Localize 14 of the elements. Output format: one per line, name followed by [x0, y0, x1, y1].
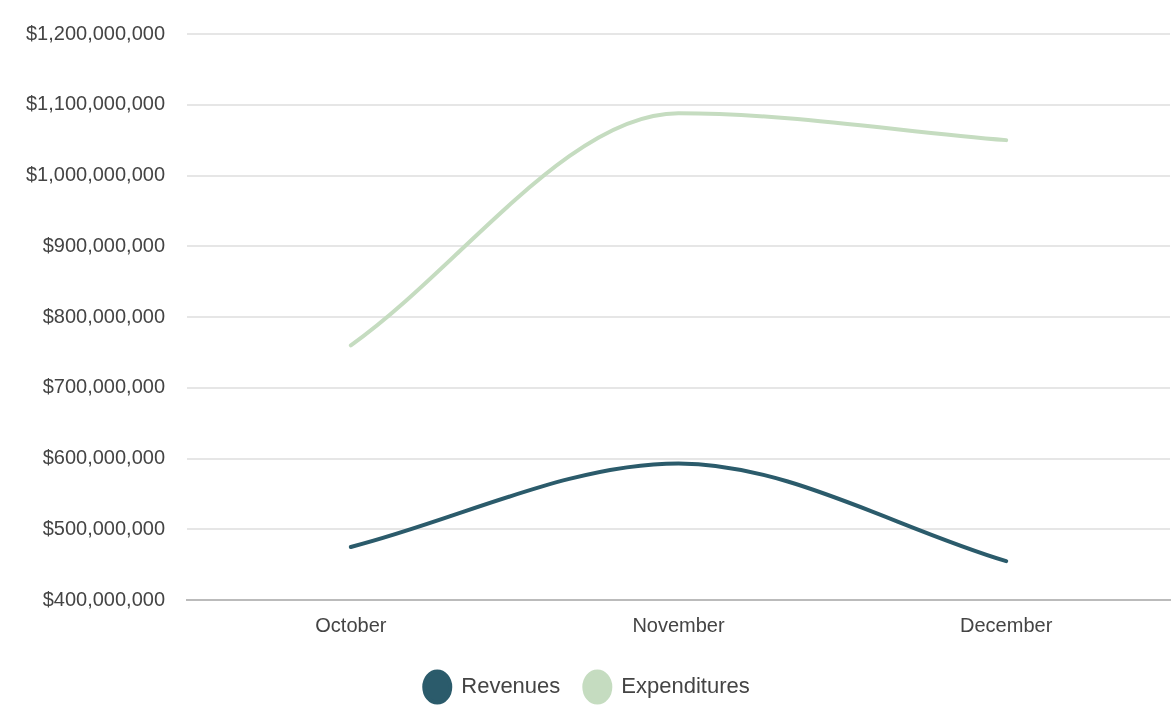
y-tick-label: $600,000,000: [42, 446, 166, 469]
legend-label: Revenues: [461, 673, 561, 699]
y-tick-label: $800,000,000: [42, 304, 166, 327]
y-tick-label: $1,000,000,000: [25, 163, 166, 186]
x-tick-label: December: [960, 613, 1053, 636]
y-tick-label: $700,000,000: [42, 375, 166, 398]
y-tick-label: $500,000,000: [42, 516, 166, 539]
x-tick-label: November: [632, 613, 725, 636]
x-tick-label: October: [315, 613, 387, 636]
y-tick-label: $900,000,000: [42, 233, 166, 256]
legend-label: Expenditures: [621, 673, 750, 699]
y-tick-label: $1,100,000,000: [25, 92, 166, 115]
y-tick-label: $1,200,000,000: [25, 21, 166, 44]
y-tick-label: $400,000,000: [42, 587, 166, 610]
